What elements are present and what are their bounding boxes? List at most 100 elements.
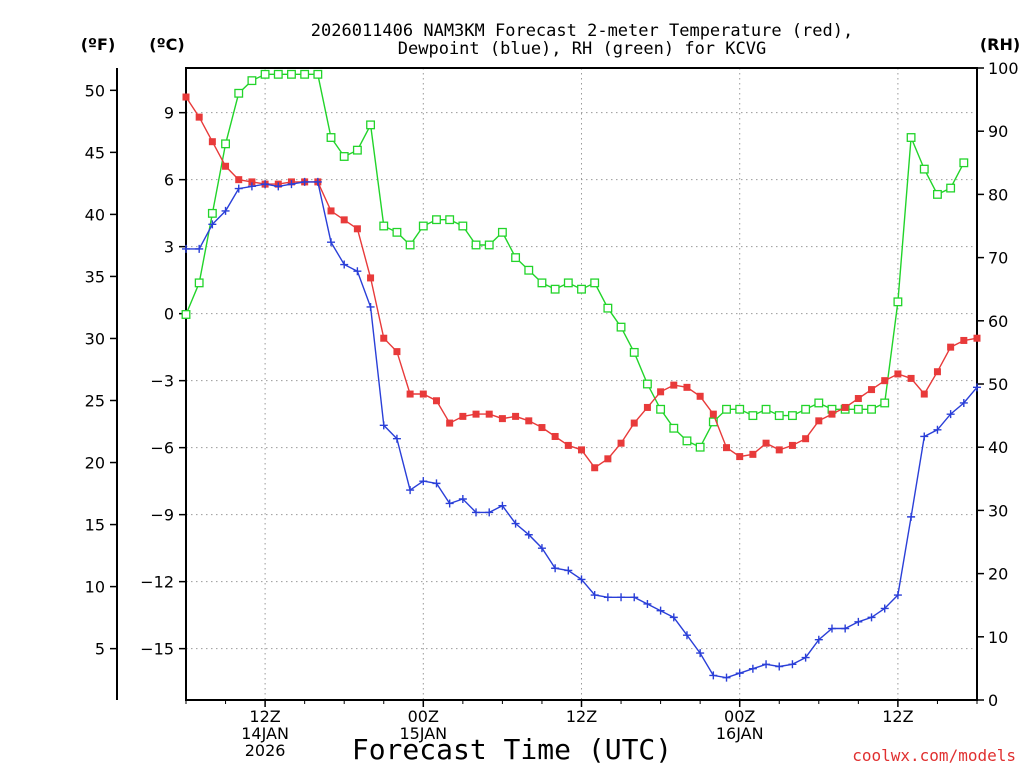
rh-point — [260, 69, 270, 79]
credit-text: coolwx.com/models — [852, 746, 1016, 765]
rh-point — [919, 164, 929, 174]
axes — [110, 67, 984, 707]
rh-point — [287, 69, 296, 79]
rh-point — [234, 88, 244, 98]
celsius-tick-label: −12 — [140, 573, 174, 592]
rh-point — [313, 69, 323, 79]
rh-point — [273, 69, 283, 79]
temperature-point — [670, 381, 678, 389]
x-tick-label: 15JAN — [399, 724, 447, 743]
rh-point — [946, 183, 956, 193]
rh-tick-label: 0 — [988, 691, 998, 710]
fahrenheit-tick-label: 15 — [85, 516, 105, 535]
rh-point — [695, 442, 705, 452]
temperature-point — [868, 386, 876, 394]
dewpoint-point — [603, 593, 612, 602]
x-tick-label: 16JAN — [716, 724, 764, 743]
dewpoint-point — [472, 508, 481, 517]
dewpoint-point — [313, 177, 322, 186]
rh-point — [194, 278, 204, 288]
temperature-point — [406, 390, 414, 398]
temperature-point — [498, 415, 506, 423]
temperature-point — [788, 441, 796, 449]
dewpoint-point — [327, 238, 336, 247]
rh-point — [722, 404, 731, 414]
dewpoint-point — [617, 593, 626, 602]
temperature-point — [564, 441, 572, 449]
temperature-point — [459, 412, 467, 420]
fahrenheit-tick-label: 45 — [85, 143, 105, 162]
temperature-point — [393, 348, 401, 356]
fahrenheit-tick-label: 10 — [85, 578, 105, 597]
rh-point — [300, 69, 310, 79]
temperature-point — [327, 207, 335, 215]
celsius-tick-label: −15 — [140, 640, 174, 659]
rh-point — [801, 404, 811, 414]
rh-point — [366, 120, 376, 130]
rh-point — [418, 221, 428, 231]
rh-point — [577, 284, 586, 294]
rh-tick-label: 70 — [988, 249, 1008, 268]
rh-tick-label: 80 — [988, 185, 1008, 204]
dewpoint-point — [643, 599, 652, 608]
rh-point — [392, 227, 402, 237]
rh-point — [181, 310, 191, 319]
x-tick-label: 12Z — [249, 707, 280, 726]
temperature-point — [749, 450, 757, 458]
temperature-point — [617, 439, 625, 447]
chart-title-line2: Dewpoint (blue), RH (green) for KCVG — [398, 39, 766, 59]
temperature-point — [182, 93, 190, 101]
dewpoint-point — [287, 180, 296, 189]
rh-point — [471, 240, 481, 250]
temperature-point — [723, 444, 731, 452]
dewpoint-point — [748, 664, 757, 673]
dewpoint-point — [973, 383, 981, 392]
temperature-point — [380, 334, 388, 342]
fahrenheit-tick-label: 35 — [85, 267, 105, 286]
rh-point — [787, 411, 797, 421]
dewpoint-point — [379, 421, 388, 430]
rh-point — [326, 133, 336, 142]
temperature-point — [551, 432, 559, 440]
rh-point — [379, 221, 389, 231]
dewpoint-point — [827, 624, 836, 633]
dewpoint-point — [485, 508, 494, 517]
rh-point — [484, 240, 494, 250]
temperature-point — [802, 435, 810, 443]
dewpoint-point — [722, 673, 731, 682]
temperature-point — [604, 455, 612, 463]
rh-point — [563, 278, 573, 288]
dewpoint-point — [445, 499, 454, 508]
dewpoint-point — [959, 398, 968, 407]
temperature-point — [709, 410, 717, 418]
rh-point — [524, 265, 534, 275]
temperature-point — [630, 419, 638, 427]
dewpoint-point — [669, 613, 678, 622]
rh-point — [959, 158, 969, 168]
dewpoint-point — [419, 477, 428, 486]
x-tick-label: 14JAN — [241, 724, 289, 743]
rh-point — [497, 227, 507, 237]
temperature-point — [248, 178, 256, 186]
dewpoint-point — [814, 635, 823, 644]
rh-series — [181, 69, 969, 452]
rh-point — [458, 221, 468, 231]
rh-point — [247, 76, 257, 86]
temperature-point — [643, 403, 651, 411]
rh-point — [893, 297, 903, 307]
rh-tick-label: 10 — [988, 628, 1008, 647]
rh-point — [656, 404, 666, 414]
temperature-point — [235, 176, 243, 184]
rh-tick-label: 90 — [988, 122, 1008, 141]
fahrenheit-tick-label: 5 — [95, 640, 105, 659]
rh-point — [735, 404, 745, 414]
temperature-point — [472, 410, 480, 418]
rh-point — [867, 404, 876, 414]
temperature-point — [367, 274, 375, 282]
dewpoint-point — [656, 606, 665, 615]
temperature-point — [894, 370, 902, 378]
x-tick-label: 00Z — [408, 707, 439, 726]
rh-point — [352, 145, 362, 155]
dewpoint-point — [234, 184, 243, 193]
dewpoint-point — [564, 566, 573, 575]
